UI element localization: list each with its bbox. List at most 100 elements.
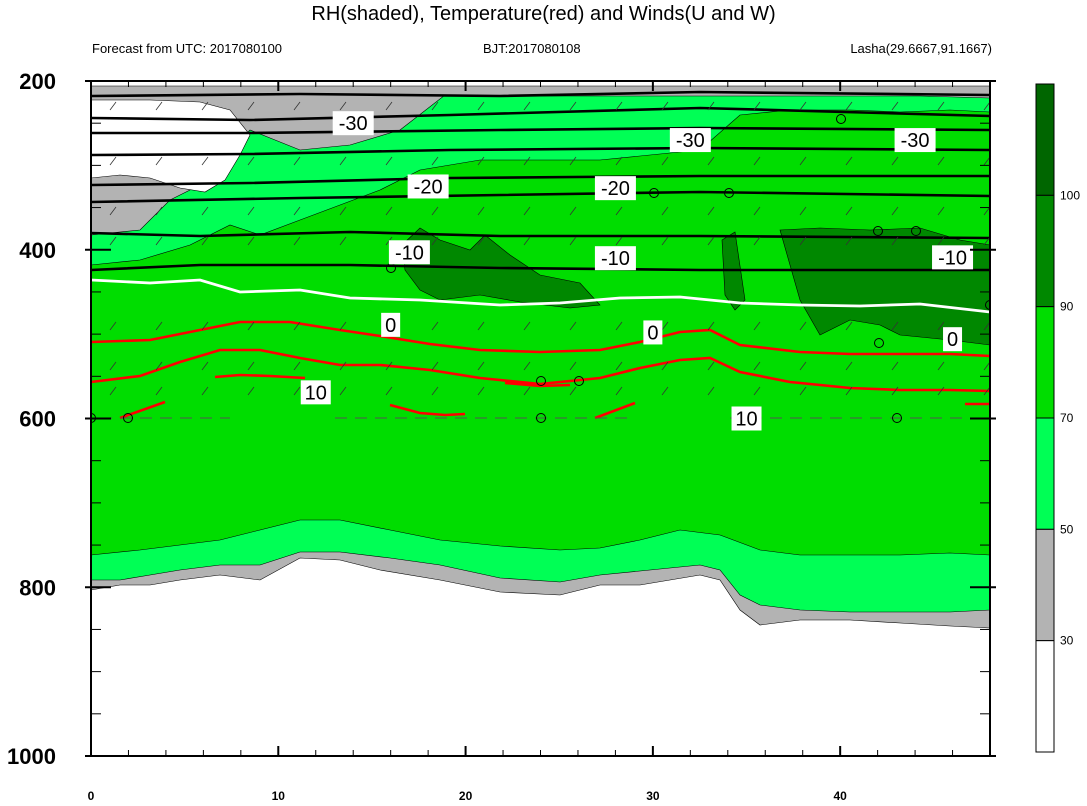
- wind-barb: [891, 101, 899, 111]
- x-tick-label: 0: [88, 789, 95, 803]
- cold-isotherm-line: [91, 230, 990, 240]
- wind-barb: [707, 321, 715, 331]
- wind-barb: [753, 236, 761, 246]
- calm-wind-marker: [536, 376, 546, 386]
- wind-barb: [891, 206, 899, 216]
- wind-barb: [753, 156, 761, 166]
- wind-barb: [247, 206, 255, 216]
- wind-barb: [937, 101, 945, 111]
- wind-barb: [477, 361, 485, 371]
- isotherm-label: 0: [643, 320, 663, 345]
- wind-barb: [109, 361, 117, 371]
- wind-barb: [431, 101, 439, 111]
- wind-barb: [615, 386, 623, 396]
- wind-barb: [937, 206, 945, 216]
- isotherm-label-text: 0: [647, 322, 658, 344]
- wind-barb: [385, 156, 393, 166]
- colorbar-segment: [1035, 83, 1055, 196]
- wind-barb: [293, 236, 301, 246]
- calm-wind-marker: [874, 338, 884, 348]
- wind-barb: [523, 321, 531, 331]
- warm-isotherm-line: [594, 401, 636, 420]
- wind-barb: [661, 206, 669, 216]
- calm-wind-marker: [574, 376, 584, 386]
- wind-barb: [293, 156, 301, 166]
- wind-barb: [569, 361, 577, 371]
- y-tick-label: 600: [19, 407, 56, 432]
- wind-barb: [293, 206, 301, 216]
- isotherm-label-text: -10: [395, 242, 424, 264]
- wind-barb: [201, 101, 209, 111]
- calm-wind-marker: [985, 300, 990, 310]
- wind-barb: [661, 321, 669, 331]
- wind-barb: [569, 236, 577, 246]
- wind-barb: [615, 156, 623, 166]
- wind-barb: [339, 101, 347, 111]
- wind-barb: [339, 321, 347, 331]
- isotherm-label: -30: [894, 128, 936, 153]
- cold-isotherm-line: [91, 174, 990, 187]
- isotherm-label-text: -10: [601, 248, 630, 270]
- wind-barb: [201, 321, 209, 331]
- x-tick-label: 10: [272, 789, 286, 803]
- wind-barb: [431, 386, 439, 396]
- isotherm-label: -30: [669, 128, 711, 153]
- isotherm-label-box: [669, 128, 711, 153]
- x-tick-label: 40: [833, 789, 847, 803]
- wind-barb: [339, 206, 347, 216]
- y-tick-label: 200: [19, 69, 56, 94]
- colorbar-label: 90: [1060, 300, 1074, 314]
- colorbar-segment: [1035, 528, 1055, 642]
- rh-shading: [91, 85, 990, 629]
- isotherm-label: -10: [594, 246, 636, 271]
- wind-barb: [799, 321, 807, 331]
- wind-barb: [339, 361, 347, 371]
- wind-barb: [569, 386, 577, 396]
- isotherm-label-box: [332, 111, 374, 136]
- colorbar-segment: [1035, 306, 1055, 419]
- wind-barb: [477, 236, 485, 246]
- cold-isotherm-line: [91, 146, 990, 157]
- wind-barb: [385, 206, 393, 216]
- y-tick-label: 400: [19, 238, 56, 263]
- wind-barb: [477, 321, 485, 331]
- isotherm-label-text: -30: [901, 130, 930, 152]
- isotherm-label-box: [300, 380, 331, 405]
- rh-region: [91, 109, 990, 556]
- wind-barb: [661, 156, 669, 166]
- wind-barb: [247, 321, 255, 331]
- bjt-time-label: BJT:2017080108: [483, 41, 581, 56]
- wind-barb: [477, 206, 485, 216]
- wind-barb: [661, 101, 669, 111]
- colorbar-label: 100: [1060, 188, 1080, 202]
- wind-barb: [799, 156, 807, 166]
- wind-barb: [661, 361, 669, 371]
- x-tick-label: 30: [646, 789, 660, 803]
- isotherm-label-box: [943, 327, 963, 352]
- isotherm-label-box: [594, 246, 636, 271]
- wind-barb: [155, 156, 163, 166]
- wind-barb: [523, 386, 531, 396]
- warm-isotherm-line: [91, 348, 990, 393]
- y-tick-label: 800: [19, 575, 56, 600]
- wind-barb: [845, 156, 853, 166]
- isotherm-label: -10: [932, 245, 974, 270]
- wind-barb: [845, 206, 853, 216]
- wind-barb: [431, 206, 439, 216]
- wind-barb: [201, 206, 209, 216]
- isotherm-label: 0: [381, 312, 401, 337]
- wind-barb: [937, 361, 945, 371]
- wind-barb: [707, 361, 715, 371]
- wind-barb: [615, 361, 623, 371]
- isotherm-label-box: [894, 128, 936, 153]
- wind-barb: [155, 101, 163, 111]
- wind-barb: [707, 156, 715, 166]
- y-axis-tick-labels: 200 400 600 800 1000: [7, 69, 56, 769]
- wind-barb: [707, 236, 715, 246]
- calm-wind-marker: [123, 413, 133, 423]
- colorbar-segment: [1035, 417, 1055, 530]
- warm-isotherm-line: [214, 373, 306, 380]
- wind-barb: [523, 156, 531, 166]
- isotherm-label: -30: [332, 111, 374, 136]
- warm-isotherm-line: [389, 403, 466, 417]
